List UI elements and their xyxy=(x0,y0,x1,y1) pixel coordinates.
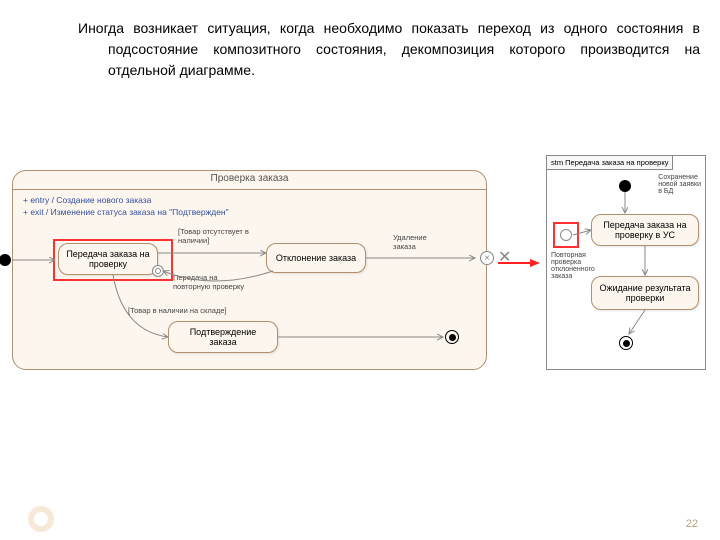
composite-title: Проверка заказа xyxy=(13,173,486,184)
entry-action: + entry / Создание нового заказа xyxy=(23,195,229,207)
guard-no-stock: [Товар отсутствует в наличии] xyxy=(178,227,249,245)
entry-exit-actions: + entry / Создание нового заказа + exit … xyxy=(23,195,229,219)
final-state-icon xyxy=(619,336,633,350)
state-peredacha-na-proverku: Передача заказа на проверку xyxy=(58,243,158,275)
intro-paragraph: Иногда возникает ситуация, когда необход… xyxy=(78,18,700,81)
guard-retry: Передача на повторную проверку xyxy=(173,273,244,291)
composite-state-proverka-zakaza: Проверка заказа + entry / Создание новог… xyxy=(12,170,487,370)
state-peredacha-v-us: Передача заказа на проверку в УС xyxy=(591,214,699,246)
page-number: 22 xyxy=(686,518,698,530)
state-otklonenie-zakaza: Отклонение заказа xyxy=(266,243,366,273)
connection-point-icon xyxy=(152,265,164,277)
final-state-icon xyxy=(445,330,459,344)
frame-header: stm Передача заказа на проверку xyxy=(547,156,673,170)
guard-in-stock: [Товар в наличии на складе] xyxy=(128,306,227,315)
state-label: Ожидание результата проверки xyxy=(598,283,692,303)
decomposition-frame: stm Передача заказа на проверку Сохранен… xyxy=(546,155,706,370)
edge-label-delete: Удаление заказа xyxy=(393,233,427,251)
slide-deco-circle xyxy=(28,506,54,532)
note-save-db: Сохранение новой заявки в БД xyxy=(658,174,701,195)
entry-point-icon xyxy=(560,229,572,241)
state-label: Передача заказа на проверку xyxy=(65,249,151,269)
entry-point-label: Повторная проверка отклоненного заказа xyxy=(551,252,595,280)
state-label: Отклонение заказа xyxy=(276,253,356,263)
state-ozhidanie-proverki: Ожидание результата проверки xyxy=(591,276,699,310)
exit-action: + exit / Изменение статуса заказа на "По… xyxy=(23,207,229,219)
initial-state-icon xyxy=(0,254,11,266)
state-podtverzhdenie-zakaza: Подтверждение заказа xyxy=(168,321,278,353)
state-label: Подтверждение заказа xyxy=(175,327,271,347)
exit-point-icon: × xyxy=(480,251,494,265)
state-label: Передача заказа на проверку в УС xyxy=(598,220,692,240)
red-arrow xyxy=(498,262,538,264)
initial-state-icon xyxy=(619,180,631,192)
